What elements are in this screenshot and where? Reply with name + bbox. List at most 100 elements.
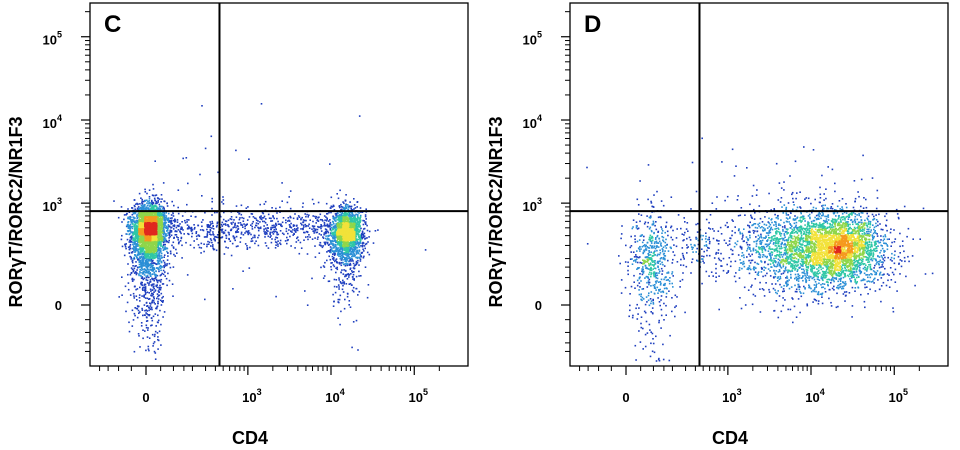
event-dot: [354, 228, 356, 231]
event-dot: [137, 309, 140, 312]
event-dot: [160, 323, 162, 326]
event-dot: [318, 226, 320, 229]
event-dot: [343, 251, 346, 254]
event-dot: [347, 253, 349, 255]
event-dot: [188, 225, 190, 228]
event-dot: [306, 304, 309, 306]
event-dot: [172, 225, 175, 227]
event-dot: [148, 200, 151, 202]
event-dot: [335, 226, 338, 229]
event-dot: [166, 225, 168, 228]
event-dot: [349, 232, 352, 235]
event-dot: [342, 201, 344, 203]
event-dot: [237, 222, 240, 224]
event-dot: [347, 225, 350, 227]
event-dot: [139, 270, 141, 273]
event-dot: [223, 231, 225, 233]
event-dot: [335, 258, 338, 260]
event-dot: [160, 224, 162, 227]
event-dot: [154, 358, 157, 360]
event-dot: [334, 291, 337, 294]
event-dot: [159, 208, 161, 211]
event-dot: [132, 219, 134, 222]
event-dot: [345, 249, 348, 251]
event-dot: [332, 244, 334, 246]
event-dot: [359, 260, 362, 262]
event-dot: [147, 247, 150, 249]
event-dot: [176, 236, 178, 238]
event-dot: [212, 233, 214, 235]
event-dot: [170, 227, 172, 229]
event-dot: [139, 274, 142, 277]
event-dot: [167, 255, 169, 257]
event-dot: [235, 235, 238, 238]
event-dot: [166, 226, 168, 229]
event-dot: [353, 218, 355, 221]
event-dot: [133, 217, 135, 220]
event-dot: [344, 208, 346, 211]
event-dot: [139, 225, 141, 227]
event-dot: [359, 214, 362, 217]
event-dot: [130, 251, 133, 254]
event-dot: [165, 238, 167, 241]
event-dot: [128, 330, 131, 333]
event-dot: [335, 271, 337, 274]
event-dot: [319, 213, 322, 216]
event-dot: [352, 248, 354, 251]
event-dot: [165, 235, 167, 237]
event-dot: [165, 216, 167, 219]
event-dot: [355, 275, 358, 278]
event-dot: [152, 205, 154, 207]
event-dot: [134, 235, 137, 238]
event-dot: [131, 231, 134, 233]
event-dot: [159, 214, 161, 217]
event-dot: [149, 302, 151, 304]
event-dot: [140, 250, 143, 252]
event-dot: [158, 217, 161, 220]
event-dot: [149, 281, 151, 283]
event-dot: [162, 316, 164, 318]
event-dot: [254, 236, 256, 239]
event-dot: [151, 268, 154, 270]
event-dot: [161, 265, 163, 268]
event-dot: [151, 333, 154, 336]
event-dot: [160, 243, 162, 246]
event-dot: [312, 225, 315, 228]
event-dot: [138, 259, 140, 262]
event-dot: [168, 233, 170, 235]
event-dot: [358, 237, 361, 240]
event-dot: [301, 216, 303, 219]
event-dot: [150, 252, 153, 255]
event-dot: [157, 238, 160, 241]
event-dot: [174, 218, 176, 221]
event-dot: [270, 226, 272, 229]
event-dot: [130, 272, 133, 274]
event-dot: [132, 251, 134, 253]
event-dot: [144, 256, 147, 259]
event-dot: [207, 231, 209, 233]
event-dot: [160, 252, 163, 255]
event-dot: [339, 235, 341, 237]
event-dot: [300, 247, 303, 249]
event-dot: [260, 103, 263, 105]
event-dot: [346, 259, 349, 261]
event-dot: [131, 280, 134, 282]
event-dot: [345, 207, 348, 210]
event-dot: [327, 235, 329, 237]
event-dot: [157, 268, 160, 270]
event-dot: [334, 219, 336, 222]
event-dot: [144, 260, 147, 262]
event-dot: [351, 245, 354, 247]
event-dot: [293, 233, 295, 235]
event-dot: [318, 233, 321, 235]
event-dot: [136, 240, 138, 242]
event-dot: [336, 246, 338, 249]
event-dot: [159, 259, 161, 261]
event-dot: [338, 216, 340, 218]
event-dot: [157, 197, 159, 200]
event-dot: [357, 251, 359, 254]
event-dot: [138, 253, 140, 256]
event-dot: [285, 230, 288, 233]
event-dot: [151, 283, 154, 286]
event-dot: [328, 226, 330, 228]
